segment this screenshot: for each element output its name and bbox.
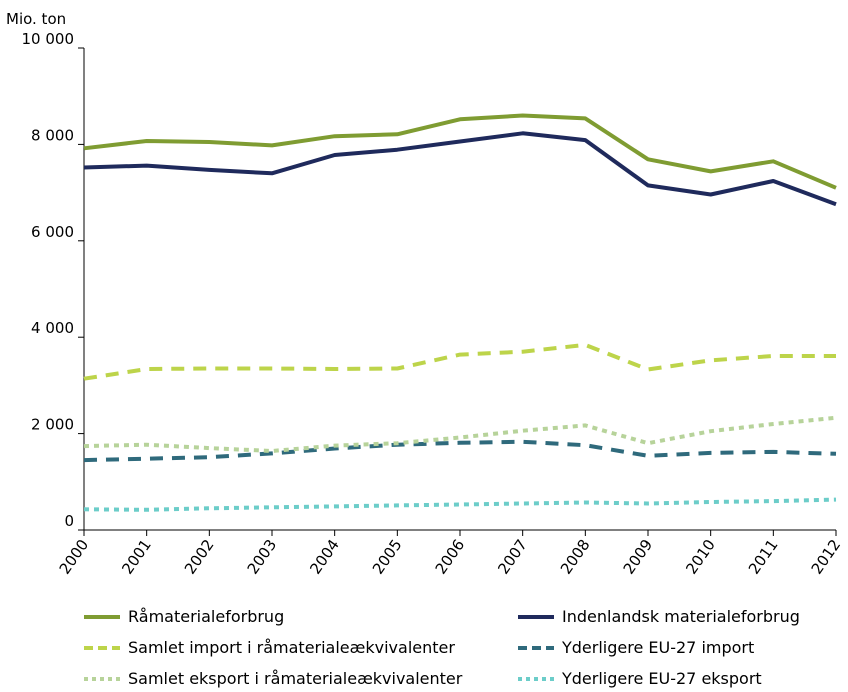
y-tick-label: 10 000 (22, 30, 75, 48)
y-tick-label: 0 (64, 512, 74, 530)
y-axis-label: Mio. ton (6, 10, 66, 28)
series-line-2 (83, 131, 837, 207)
x-tick-label: 2004 (306, 536, 343, 578)
y-tick-label: 6 000 (31, 223, 74, 241)
legend-label: Indenlandsk materialeforbrug (562, 607, 800, 626)
x-tick-label: 2009 (620, 536, 657, 578)
x-tick-label: 2012 (808, 536, 845, 578)
legend-label: Samlet import i råmaterialeækvivalenter (128, 638, 455, 657)
x-tick-label: 2001 (118, 536, 155, 578)
y-tick-label: 8 000 (31, 126, 74, 144)
plot-area (83, 113, 837, 512)
x-tick-label: 2011 (745, 536, 782, 578)
series-line-5 (83, 415, 837, 453)
x-tick-label: 2003 (244, 536, 281, 578)
series-line-1 (83, 113, 837, 190)
legend-label: Yderligere EU-27 import (561, 638, 754, 657)
x-tick-label: 2002 (181, 536, 218, 578)
series-line-4 (83, 439, 837, 463)
x-tick-label: 2000 (56, 536, 93, 578)
legend-label: Yderligere EU-27 eksport (561, 669, 762, 688)
series-line-6 (83, 497, 837, 512)
x-axis: 2000 2001 2002 2003 2004 2005 2006 2007 2008 2009… (56, 529, 845, 578)
x-tick-label: 2007 (494, 536, 531, 578)
y-axis: 0 2 000 4 000 6 000 8 000 10 000 (22, 30, 85, 531)
y-tick-label: 2 000 (31, 416, 74, 434)
legend: Råmaterialeforbrug Indenlandsk materialef… (84, 607, 800, 688)
x-tick-label: 2008 (557, 536, 594, 578)
legend-label: Samlet eksport i råmaterialeækvivalenter (128, 669, 463, 688)
x-tick-label: 2010 (682, 536, 719, 578)
legend-label: Råmaterialeforbrug (128, 607, 284, 626)
x-tick-label: 2006 (432, 536, 469, 578)
x-tick-label: 2005 (369, 536, 406, 578)
y-tick-label: 4 000 (31, 319, 74, 337)
series-line-3 (83, 342, 836, 381)
